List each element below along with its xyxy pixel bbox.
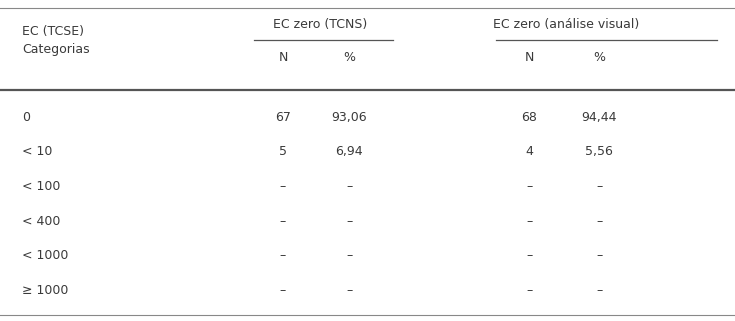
Text: –: –	[526, 180, 532, 193]
Text: < 1000: < 1000	[22, 249, 68, 262]
Text: –: –	[346, 215, 352, 228]
Text: 68: 68	[521, 111, 537, 124]
Text: –: –	[526, 249, 532, 262]
Text: 67: 67	[275, 111, 291, 124]
Text: %: %	[593, 51, 605, 64]
Text: –: –	[280, 284, 286, 297]
Text: 0: 0	[22, 111, 30, 124]
Text: < 400: < 400	[22, 215, 60, 228]
Text: –: –	[280, 180, 286, 193]
Text: –: –	[280, 249, 286, 262]
Text: 93,06: 93,06	[331, 111, 367, 124]
Text: %: %	[343, 51, 355, 64]
Text: N: N	[525, 51, 534, 64]
Text: –: –	[596, 284, 602, 297]
Text: –: –	[346, 284, 352, 297]
Text: < 100: < 100	[22, 180, 60, 193]
Text: EC zero (TCNS): EC zero (TCNS)	[273, 18, 367, 30]
Text: –: –	[526, 215, 532, 228]
Text: < 10: < 10	[22, 145, 52, 158]
Text: 5,56: 5,56	[585, 145, 613, 158]
Text: EC (TCSE)
Categorias: EC (TCSE) Categorias	[22, 25, 90, 56]
Text: –: –	[596, 180, 602, 193]
Text: –: –	[346, 180, 352, 193]
Text: EC zero (análise visual): EC zero (análise visual)	[493, 18, 639, 30]
Text: –: –	[596, 249, 602, 262]
Text: 5: 5	[279, 145, 287, 158]
Text: 4: 4	[526, 145, 533, 158]
Text: 94,44: 94,44	[581, 111, 617, 124]
Text: N: N	[279, 51, 287, 64]
Text: –: –	[596, 215, 602, 228]
Text: 6,94: 6,94	[335, 145, 363, 158]
Text: –: –	[346, 249, 352, 262]
Text: ≥ 1000: ≥ 1000	[22, 284, 68, 297]
Text: –: –	[280, 215, 286, 228]
Text: –: –	[526, 284, 532, 297]
